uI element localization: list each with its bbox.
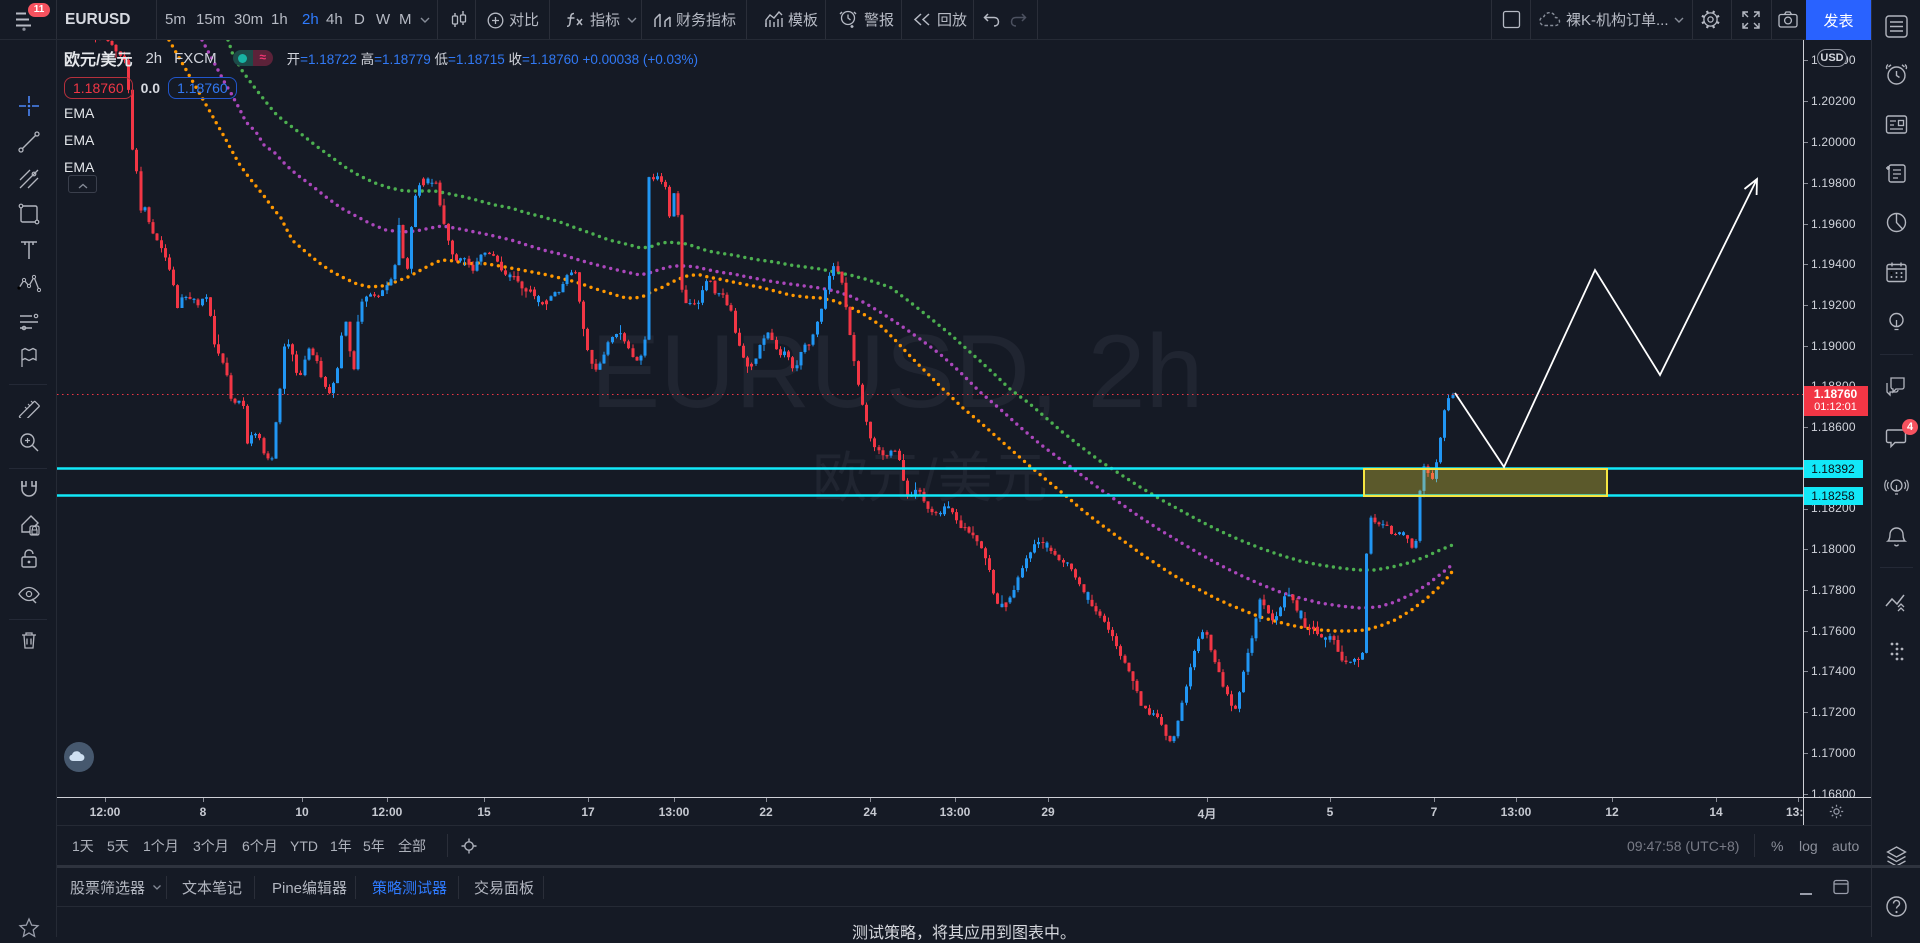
svg-text:欧元/美元: 欧元/美元	[812, 447, 1047, 509]
svg-text:EURUSD, 2h: EURUSD, 2h	[591, 314, 1204, 430]
